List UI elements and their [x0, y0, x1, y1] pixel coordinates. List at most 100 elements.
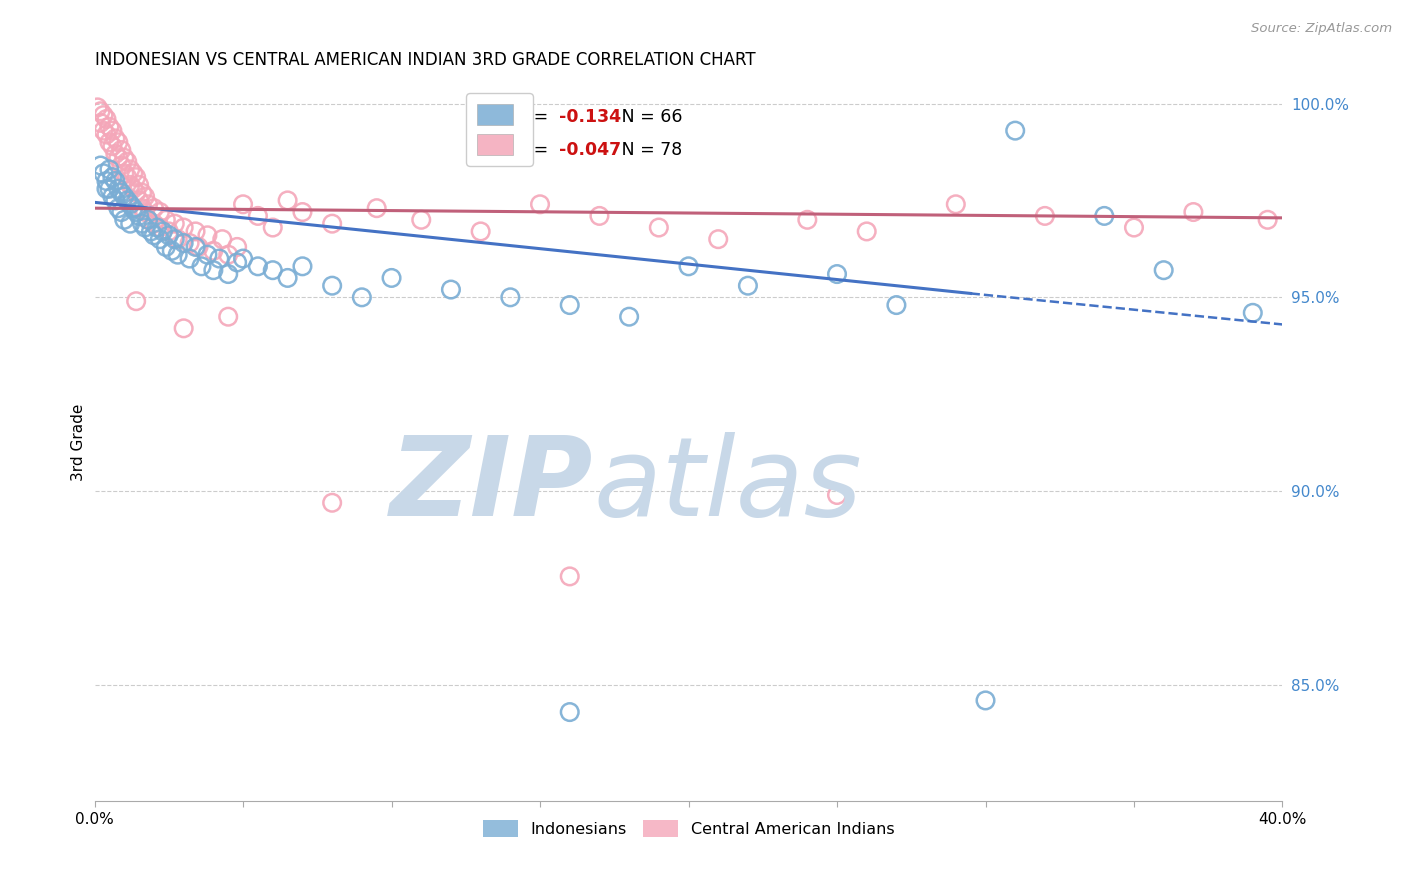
Point	[1033, 209, 1056, 223]
Point	[411, 212, 433, 227]
Text: atlas: atlas	[593, 433, 862, 539]
Point	[350, 290, 373, 304]
Legend: Indonesians, Central American Indians: Indonesians, Central American Indians	[477, 814, 901, 844]
Point	[1123, 220, 1146, 235]
Point	[122, 182, 145, 196]
Point	[321, 278, 343, 293]
Point	[125, 186, 148, 200]
Point	[291, 205, 314, 219]
Point	[648, 220, 671, 235]
Point	[143, 228, 166, 243]
Point	[190, 260, 212, 274]
Point	[131, 201, 153, 215]
Point	[104, 131, 127, 145]
Point	[321, 496, 343, 510]
Point	[93, 166, 115, 180]
Point	[187, 240, 209, 254]
Point	[146, 220, 169, 235]
Point	[886, 298, 908, 312]
Point	[86, 100, 108, 114]
Point	[101, 189, 124, 203]
Point	[93, 108, 115, 122]
Point	[617, 310, 640, 324]
Point	[173, 235, 195, 250]
Point	[157, 224, 180, 238]
Point	[1092, 209, 1115, 223]
Point	[107, 182, 129, 196]
Point	[380, 271, 402, 285]
Point	[120, 178, 142, 192]
Point	[152, 224, 174, 238]
Point	[125, 294, 148, 309]
Point	[98, 135, 121, 149]
Point	[143, 217, 166, 231]
Point	[131, 186, 153, 200]
Point	[98, 120, 121, 134]
Point	[197, 228, 219, 243]
Text: R =: R =	[516, 108, 554, 126]
Point	[217, 267, 239, 281]
Point	[678, 260, 700, 274]
Point	[217, 310, 239, 324]
Text: -0.134: -0.134	[560, 108, 621, 126]
Point	[825, 267, 848, 281]
Point	[112, 166, 135, 180]
Point	[163, 217, 186, 231]
Point	[110, 143, 132, 157]
Text: N = 66: N = 66	[606, 108, 683, 126]
Point	[197, 248, 219, 262]
Point	[96, 182, 118, 196]
Point	[974, 693, 997, 707]
Point	[89, 116, 111, 130]
Point	[107, 135, 129, 149]
Point	[855, 224, 877, 238]
Point	[143, 201, 166, 215]
Point	[321, 217, 343, 231]
Point	[96, 174, 118, 188]
Point	[277, 194, 299, 208]
Point	[96, 128, 118, 142]
Point	[115, 194, 138, 208]
Point	[184, 240, 207, 254]
Point	[98, 162, 121, 177]
Point	[120, 162, 142, 177]
Point	[128, 209, 150, 223]
Point	[173, 220, 195, 235]
Point	[246, 209, 269, 223]
Point	[112, 212, 135, 227]
Point	[166, 248, 188, 262]
Point	[96, 112, 118, 126]
Point	[277, 271, 299, 285]
Point	[139, 224, 162, 238]
Point	[136, 212, 159, 227]
Point	[291, 260, 314, 274]
Point	[134, 220, 156, 235]
Point	[112, 189, 135, 203]
Point	[149, 205, 172, 219]
Point	[1257, 212, 1279, 227]
Point	[112, 151, 135, 165]
Point	[588, 209, 610, 223]
Point	[166, 232, 188, 246]
Text: ZIP: ZIP	[389, 433, 593, 539]
Point	[470, 224, 492, 238]
Point	[160, 244, 183, 258]
Point	[232, 197, 254, 211]
Point	[149, 232, 172, 246]
Point	[131, 217, 153, 231]
Text: INDONESIAN VS CENTRAL AMERICAN INDIAN 3RD GRADE CORRELATION CHART: INDONESIAN VS CENTRAL AMERICAN INDIAN 3R…	[94, 51, 755, 69]
Point	[136, 197, 159, 211]
Point	[149, 220, 172, 235]
Point	[101, 139, 124, 153]
Point	[1004, 123, 1026, 137]
Point	[1153, 263, 1175, 277]
Point	[93, 123, 115, 137]
Point	[707, 232, 730, 246]
Text: N = 78: N = 78	[606, 141, 683, 159]
Point	[98, 182, 121, 196]
Point	[155, 240, 177, 254]
Point	[499, 290, 522, 304]
Point	[120, 197, 142, 211]
Point	[529, 197, 551, 211]
Point	[262, 263, 284, 277]
